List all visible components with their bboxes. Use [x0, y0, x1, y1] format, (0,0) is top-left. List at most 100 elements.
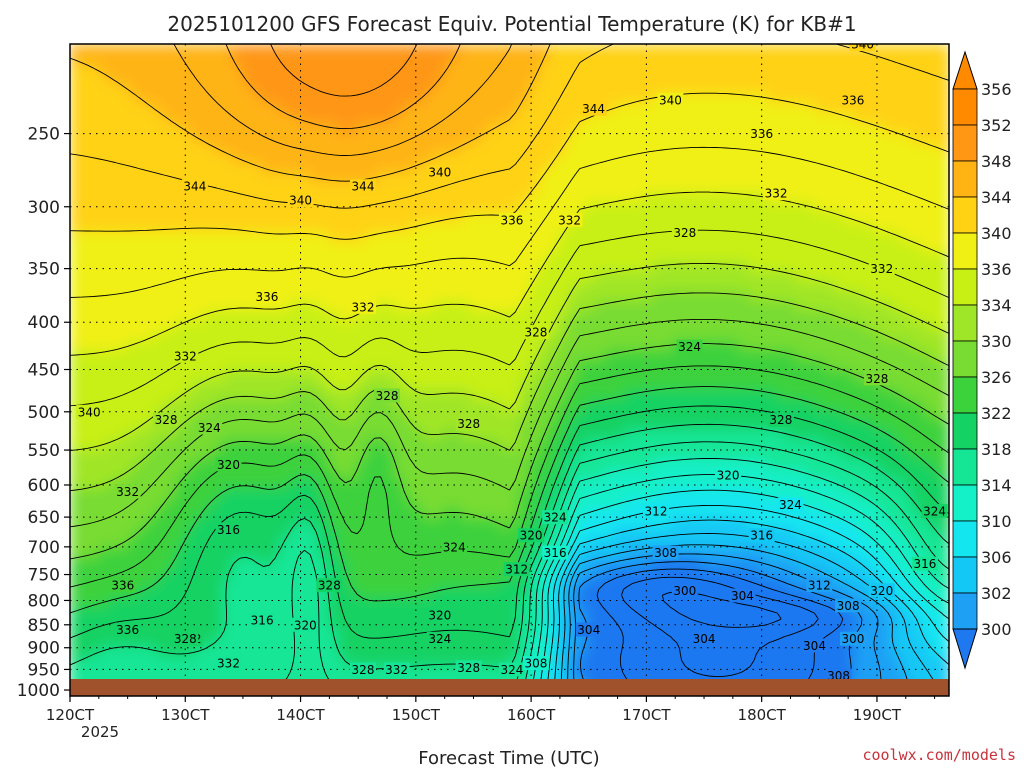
field-cell: [700, 202, 712, 214]
field-cell: [882, 468, 893, 480]
field-cell: [719, 182, 731, 194]
field-cell: [671, 350, 683, 362]
field-cell: [901, 290, 912, 303]
field-cell: [729, 498, 740, 510]
field-cell: [461, 192, 473, 204]
field-cell: [576, 300, 588, 312]
field-cell: [155, 567, 167, 579]
field-cell: [480, 528, 492, 540]
field-cell: [547, 419, 559, 431]
field-cell: [404, 409, 416, 421]
field-cell: [815, 508, 826, 520]
field-cell: [127, 271, 139, 283]
field-cell: [815, 211, 826, 224]
field-cell: [786, 261, 798, 273]
field-cell: [452, 93, 463, 105]
field-cell: [757, 350, 769, 362]
field-cell: [834, 132, 846, 144]
field-cell: [767, 340, 779, 352]
field-cell: [863, 172, 874, 184]
field-cell: [194, 508, 205, 520]
field-cell: [452, 370, 463, 382]
field-cell: [824, 93, 836, 105]
field-cell: [710, 458, 721, 470]
field-cell: [929, 162, 941, 174]
field-cell: [757, 379, 769, 391]
field-cell: [136, 83, 148, 95]
field-cell: [681, 271, 693, 283]
field-cell: [89, 537, 100, 550]
field-cell: [70, 103, 81, 115]
field-cell: [585, 370, 597, 382]
field-cell: [213, 488, 225, 500]
field-cell: [70, 281, 81, 293]
field-cell: [805, 508, 817, 520]
field-cell: [901, 142, 912, 154]
field-cell: [175, 488, 186, 500]
field-cell: [843, 63, 855, 75]
field-cell: [146, 389, 158, 401]
field-cell: [863, 498, 874, 510]
field-cell: [920, 53, 932, 65]
field-cell: [452, 508, 463, 520]
field-cell: [165, 379, 177, 391]
field-cell: [585, 468, 597, 480]
field-cell: [566, 518, 578, 530]
field-cell: [538, 409, 549, 421]
field-cell: [308, 113, 320, 125]
field-cell: [910, 152, 922, 164]
field-cell: [757, 162, 769, 174]
field-cell: [194, 458, 205, 470]
field-cell: [413, 83, 425, 95]
field-cell: [222, 103, 234, 115]
field-cell: [738, 162, 750, 174]
field-cell: [289, 360, 301, 372]
field-cell: [108, 202, 119, 214]
field-cell: [461, 300, 473, 312]
field-cell: [117, 300, 129, 312]
field-cell: [375, 221, 387, 233]
field-cell: [767, 399, 779, 411]
field-cell: [213, 468, 225, 480]
field-cell: [691, 182, 702, 194]
field-cell: [872, 389, 884, 401]
field-cell: [241, 93, 253, 105]
field-cell: [920, 261, 932, 273]
field-cell: [222, 231, 234, 243]
field-cell: [652, 63, 664, 75]
field-cell: [538, 231, 549, 243]
field-cell: [643, 478, 655, 490]
field-cell: [413, 93, 425, 105]
field-cell: [375, 142, 387, 154]
field-cell: [547, 251, 559, 263]
field-cell: [280, 142, 291, 154]
field-cell: [394, 231, 406, 243]
field-cell: [433, 399, 444, 411]
field-cell: [366, 261, 377, 273]
field-cell: [337, 429, 349, 441]
field-cell: [624, 350, 635, 362]
field-cell: [165, 310, 177, 322]
field-cell: [347, 211, 358, 224]
field-cell: [595, 123, 607, 135]
field-cell: [299, 577, 311, 589]
field-cell: [528, 557, 540, 569]
field-cell: [337, 93, 349, 105]
field-cell: [729, 429, 740, 441]
field-cell: [939, 251, 949, 263]
field-cell: [308, 231, 320, 243]
field-cell: [652, 458, 664, 470]
field-cell: [729, 300, 740, 312]
field-cell: [872, 142, 884, 154]
field-cell: [595, 231, 607, 243]
field-cell: [79, 488, 91, 500]
field-cell: [318, 409, 330, 421]
field-cell: [270, 458, 282, 470]
field-cell: [222, 350, 234, 362]
field-cell: [824, 547, 836, 559]
field-cell: [834, 488, 846, 500]
field-cell: [499, 399, 511, 411]
field-cell: [681, 172, 693, 184]
field-cell: [509, 123, 521, 135]
field-cell: [834, 192, 846, 204]
